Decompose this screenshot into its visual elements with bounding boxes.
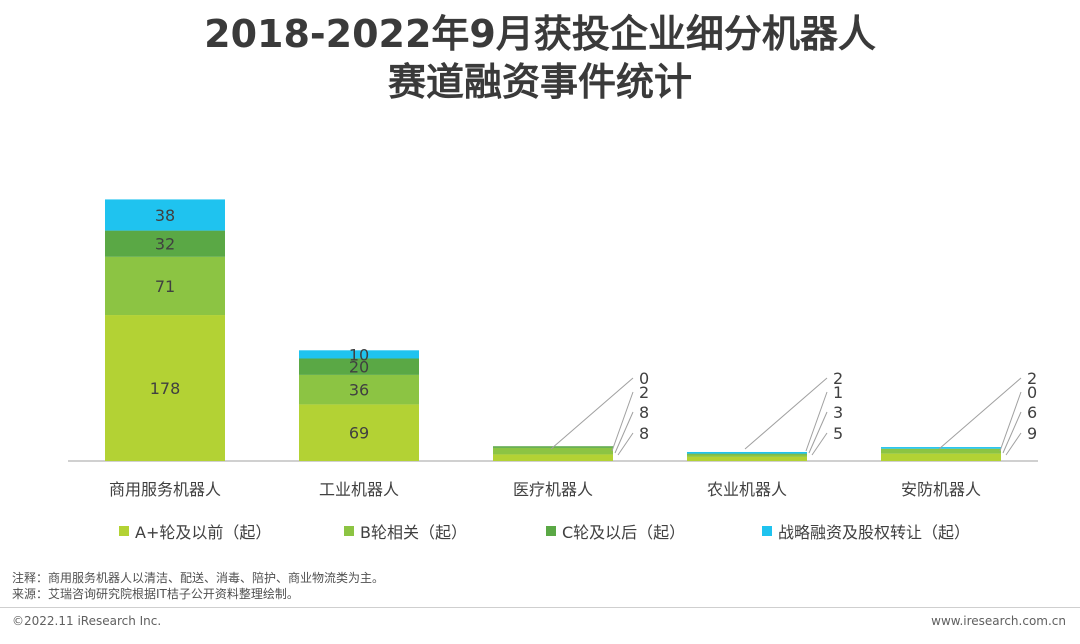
data-label: 2 bbox=[639, 383, 649, 402]
bar-segment bbox=[687, 454, 807, 457]
data-label: 0 bbox=[639, 369, 649, 388]
legend-item: C轮及以后（起） bbox=[546, 519, 685, 543]
bar-segment bbox=[687, 453, 807, 455]
leader-line bbox=[999, 391, 1022, 452]
bar-segment bbox=[105, 315, 225, 461]
bar-segment bbox=[881, 448, 1001, 454]
data-label: 0 bbox=[1027, 383, 1037, 402]
notes: 注释：商用服务机器人以清洁、配送、消毒、陪护、商业物流类为主。 来源：艾瑞咨询研… bbox=[12, 570, 384, 602]
footer-website: www.iresearch.com.cn bbox=[931, 614, 1066, 628]
stacked-bar-chart: 178713238商用服务机器人69362010工业机器人0288医疗机器人21… bbox=[68, 199, 1038, 499]
data-label: 5 bbox=[833, 424, 843, 443]
bar-segment bbox=[493, 454, 613, 461]
data-label: 8 bbox=[639, 424, 649, 443]
bar-segment bbox=[105, 256, 225, 316]
leader-line bbox=[1002, 411, 1022, 454]
bar-segment bbox=[299, 358, 419, 375]
chart-title-line1: 2018-2022年9月获投企业细分机器人 bbox=[204, 12, 876, 56]
legend-label: A+轮及以前（起） bbox=[135, 523, 272, 542]
data-label: 2 bbox=[833, 369, 843, 388]
footer-divider bbox=[0, 607, 1080, 608]
bar-segment bbox=[687, 456, 807, 461]
leader-line bbox=[811, 432, 828, 456]
leader-line bbox=[744, 377, 828, 450]
data-label: 6 bbox=[1027, 403, 1037, 422]
leader-line bbox=[1005, 432, 1022, 456]
data-label: 38 bbox=[155, 206, 175, 225]
data-label: 8 bbox=[639, 403, 649, 422]
data-label: 1 bbox=[833, 383, 843, 402]
chart-title: 2018-2022年9月获投企业细分机器人 赛道融资事件统计 bbox=[0, 10, 1080, 106]
data-label: 71 bbox=[155, 277, 175, 296]
category-label: 工业机器人 bbox=[319, 480, 399, 499]
category-label: 农业机器人 bbox=[707, 480, 787, 499]
leader-line bbox=[808, 411, 828, 454]
source-text: 来源：艾瑞咨询研究院根据IT桔子公开资料整理绘制。 bbox=[12, 587, 299, 601]
bar-segment bbox=[299, 350, 419, 359]
category-label: 医疗机器人 bbox=[513, 480, 593, 499]
leader-line bbox=[550, 377, 634, 450]
chart-title-line2: 赛道融资事件统计 bbox=[387, 60, 692, 104]
data-label: 3 bbox=[833, 403, 843, 422]
leader-line bbox=[617, 432, 634, 456]
legend-swatch bbox=[344, 526, 354, 536]
legend-swatch bbox=[546, 526, 556, 536]
bar-segment bbox=[105, 199, 225, 231]
data-label: 178 bbox=[150, 379, 181, 398]
leader-line bbox=[611, 391, 634, 452]
chart-legend: A+轮及以前（起） B轮相关（起） C轮及以后（起） 战略融资及股权转让（起） bbox=[0, 519, 1080, 543]
legend-swatch bbox=[762, 526, 772, 536]
bar-segment bbox=[105, 230, 225, 257]
legend-label: B轮相关（起） bbox=[360, 523, 467, 542]
data-label: 36 bbox=[349, 381, 369, 400]
data-label: 10 bbox=[349, 345, 369, 364]
legend-swatch bbox=[119, 526, 129, 536]
bar-segment bbox=[881, 453, 1001, 461]
bar-segment bbox=[299, 374, 419, 405]
data-label: 9 bbox=[1027, 424, 1037, 443]
leader-line bbox=[614, 411, 634, 454]
legend-item: 战略融资及股权转让（起） bbox=[762, 519, 970, 543]
bar-segment bbox=[299, 404, 419, 461]
legend-item: B轮相关（起） bbox=[344, 519, 467, 543]
leader-line bbox=[805, 391, 828, 452]
legend-item: A+轮及以前（起） bbox=[119, 519, 271, 543]
bar-segment bbox=[493, 447, 613, 455]
bar-segment bbox=[687, 451, 807, 454]
note-text: 注释：商用服务机器人以清洁、配送、消毒、陪护、商业物流类为主。 bbox=[12, 571, 385, 585]
data-label: 20 bbox=[349, 358, 369, 377]
data-label: 69 bbox=[349, 424, 369, 443]
data-label: 32 bbox=[155, 235, 175, 254]
footer-copyright: ©2022.11 iResearch Inc. bbox=[12, 614, 162, 628]
data-label: 2 bbox=[1027, 369, 1037, 388]
category-label: 商用服务机器人 bbox=[109, 480, 221, 499]
leader-line bbox=[938, 377, 1022, 450]
legend-label: C轮及以后（起） bbox=[562, 523, 686, 542]
legend-label: 战略融资及股权转让（起） bbox=[778, 523, 971, 542]
category-label: 安防机器人 bbox=[901, 480, 981, 499]
